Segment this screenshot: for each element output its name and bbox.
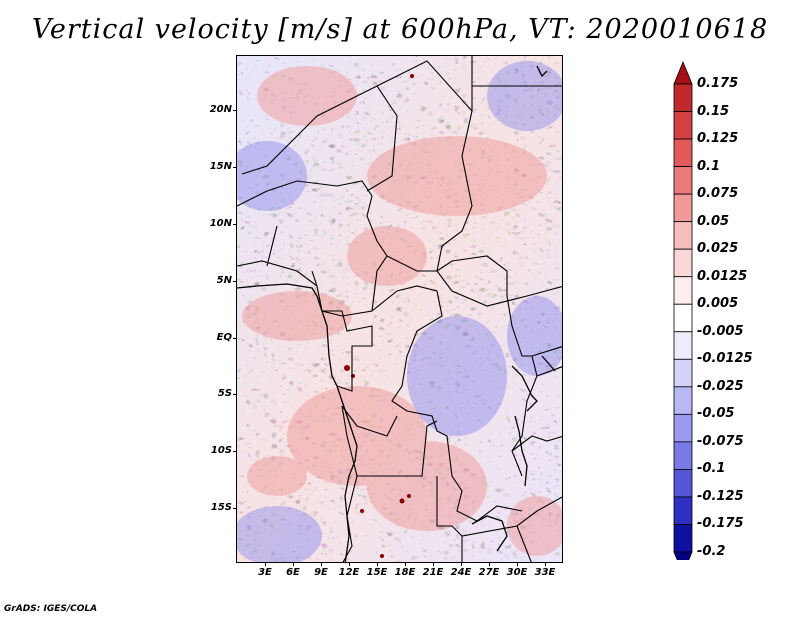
- lon-label: 24E: [450, 567, 472, 578]
- colorbar-swatch: [673, 441, 693, 470]
- grads-credit: GrADS: IGES/COLA: [4, 604, 98, 614]
- colorbar-swatch: [673, 138, 693, 167]
- lon-tick: [377, 562, 378, 566]
- colorbar-swatch: [673, 221, 693, 250]
- colorbar-swatch: [673, 248, 693, 278]
- colorbar-swatch: [673, 413, 693, 443]
- lat-tick: [233, 281, 237, 282]
- lat-tick: [233, 110, 237, 111]
- colorbar-swatch: [673, 166, 693, 195]
- lat-label: 15N: [209, 161, 232, 172]
- lon-label: 9E: [314, 567, 328, 578]
- lon-label: 3E: [258, 567, 272, 578]
- lat-label: 5S: [217, 388, 232, 399]
- colorbar-label: 0.025: [697, 241, 739, 257]
- colorbar-label: -0.005: [697, 323, 744, 339]
- lat-label: 5N: [216, 275, 232, 286]
- colorbar-swatch: [673, 358, 693, 388]
- lon-tick: [405, 562, 406, 566]
- lon-tick: [265, 562, 266, 566]
- lat-label: 10S: [210, 445, 232, 456]
- lon-tick: [349, 562, 350, 566]
- lon-tick: [293, 562, 294, 566]
- lat-label: EQ: [216, 332, 232, 343]
- colorbar-swatch: [673, 469, 693, 498]
- velocity-map: [236, 55, 563, 563]
- colorbar-label: -0.125: [697, 488, 744, 504]
- lon-label: 12E: [338, 567, 360, 578]
- colorbar-label: -0.0125: [697, 351, 753, 367]
- colorbar-label: -0.2: [697, 544, 726, 559]
- colorbar-label: -0.175: [697, 516, 744, 532]
- colorbar-label: 0.0125: [697, 268, 748, 284]
- colorbar-swatch: [673, 386, 693, 415]
- lat-tick: [233, 508, 237, 509]
- colorbar: [673, 60, 693, 560]
- colorbar-swatch: [673, 276, 693, 305]
- lon-label: 21E: [422, 567, 444, 578]
- colorbar-top-arrow: [673, 60, 693, 85]
- lat-label: 10N: [209, 218, 232, 229]
- lat-tick: [233, 338, 237, 339]
- colorbar-swatch: [673, 496, 693, 525]
- lon-label: 30E: [506, 567, 528, 578]
- lon-tick: [461, 562, 462, 566]
- lon-tick: [517, 562, 518, 566]
- map-title: Vertical velocity [m/s] at 600hPa, VT: 2…: [31, 14, 769, 45]
- lon-tick: [489, 562, 490, 566]
- lat-tick: [233, 394, 237, 395]
- lon-label: 27E: [478, 567, 500, 578]
- colorbar-label: 0.075: [697, 186, 739, 202]
- lon-label: 15E: [366, 567, 388, 578]
- colorbar-label: 0.175: [697, 76, 739, 91]
- colorbar-label: -0.025: [697, 378, 744, 394]
- colorbar-swatch: [673, 111, 693, 140]
- colorbar-label: 0.125: [697, 131, 739, 147]
- lon-tick: [433, 562, 434, 566]
- lon-label: 6E: [286, 567, 300, 578]
- colorbar-bottom-arrow: [673, 551, 693, 560]
- lon-label: 33E: [534, 567, 556, 578]
- colorbar-swatch: [673, 193, 693, 223]
- lon-tick: [321, 562, 322, 566]
- colorbar-label: 0.1: [697, 158, 721, 174]
- velocity-field: [237, 56, 562, 562]
- lon-label: 18E: [394, 567, 416, 578]
- lon-tick: [545, 562, 546, 566]
- colorbar-label: -0.1: [697, 461, 726, 477]
- colorbar-label: -0.075: [697, 433, 744, 449]
- lat-tick: [233, 224, 237, 225]
- colorbar-swatch: [673, 303, 693, 333]
- colorbar-swatch: [673, 524, 693, 553]
- colorbar-label: 0.005: [697, 296, 739, 312]
- colorbar-label: 0.05: [697, 213, 730, 229]
- colorbar-swatch: [673, 331, 693, 360]
- lat-label: 20N: [209, 104, 232, 115]
- lat-label: 15S: [210, 502, 232, 513]
- colorbar-label: 0.15: [697, 103, 730, 119]
- lat-tick: [233, 167, 237, 168]
- colorbar-swatch: [673, 83, 693, 112]
- lat-tick: [233, 451, 237, 452]
- colorbar-label: -0.05: [697, 406, 735, 422]
